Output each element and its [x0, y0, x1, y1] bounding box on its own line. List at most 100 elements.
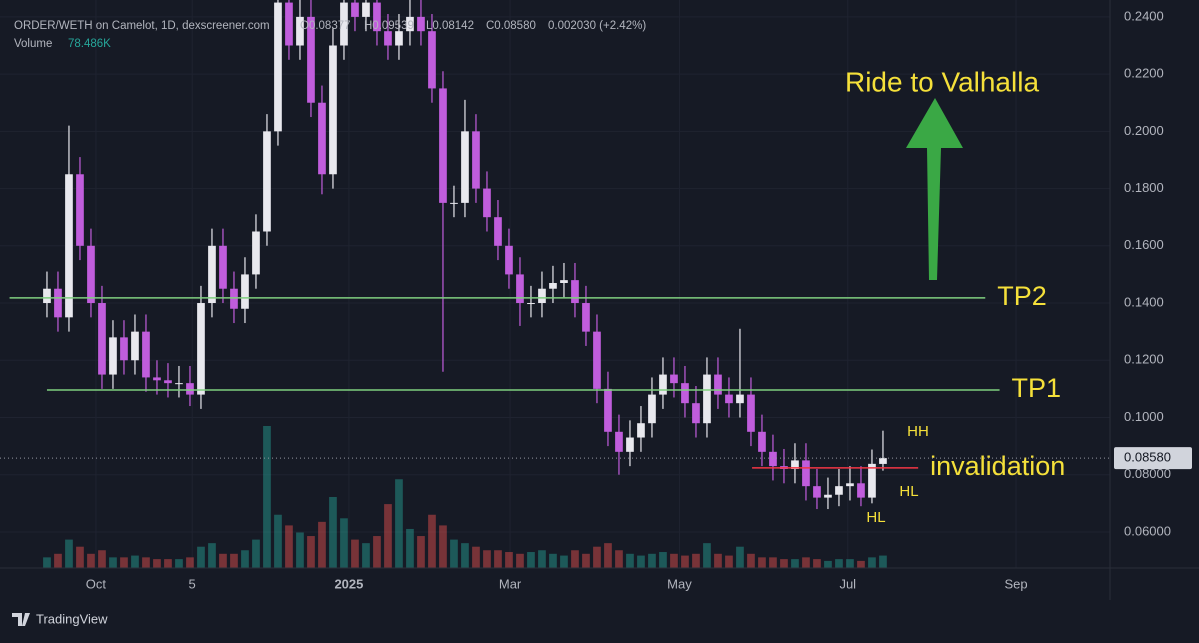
- volume-bar: [703, 543, 711, 568]
- candle-body: [648, 394, 656, 424]
- candle-body: [329, 45, 337, 175]
- volume-bar: [604, 543, 612, 568]
- candle-body: [703, 374, 711, 424]
- volume-bar: [747, 553, 755, 568]
- candle-body: [824, 494, 832, 498]
- x-tick-label: Oct: [86, 576, 107, 591]
- volume-bar: [549, 553, 557, 568]
- candle-body: [868, 463, 876, 498]
- level-label: TP2: [997, 281, 1047, 311]
- candle-body: [395, 31, 403, 46]
- candle-body: [307, 16, 315, 103]
- candle-body: [791, 460, 799, 469]
- volume-bar: [219, 553, 227, 568]
- x-tick-label: Mar: [499, 576, 522, 591]
- candle-body: [659, 374, 667, 395]
- candle-body: [417, 16, 425, 32]
- level-label: invalidation: [930, 451, 1065, 481]
- volume-bar: [43, 557, 51, 568]
- candle-body: [340, 2, 348, 46]
- volume-bar: [362, 543, 370, 568]
- candle-body: [626, 437, 634, 452]
- candle-body: [175, 383, 183, 385]
- last-price-box: [1114, 447, 1192, 470]
- candle-body: [384, 31, 392, 46]
- candle-body: [219, 245, 227, 289]
- ohlc-high: H0.09539: [364, 20, 414, 32]
- volume-bar: [307, 536, 315, 568]
- candle-body: [186, 383, 194, 395]
- candle-body: [252, 231, 260, 275]
- volume-bar: [175, 559, 183, 568]
- volume-bar: [571, 550, 579, 568]
- volume-bar: [186, 557, 194, 568]
- volume-bar: [263, 426, 271, 568]
- volume-bar: [725, 555, 733, 568]
- volume-bar: [824, 560, 832, 568]
- note: Ride to Valhalla: [845, 66, 1039, 97]
- volume-bar: [659, 552, 667, 568]
- candle-body: [725, 394, 733, 404]
- candle-body: [65, 174, 73, 318]
- candle-body: [538, 288, 546, 304]
- volume-bar: [395, 479, 403, 568]
- volume-bar: [197, 546, 205, 568]
- symbol: ORDER/WETH on Camelot, 1D, dexscreener.c…: [14, 20, 270, 32]
- y-tick-label: 0.1200: [1124, 352, 1164, 367]
- volume-bar: [428, 514, 436, 568]
- volume-bar: [494, 550, 502, 568]
- ohlc-close: C0.08580: [486, 20, 536, 32]
- volume-bar: [98, 550, 106, 568]
- volume-bar: [318, 521, 326, 568]
- candle-body: [747, 394, 755, 432]
- candle-body: [549, 282, 557, 289]
- volume-bar: [593, 546, 601, 568]
- candle-body: [637, 423, 645, 438]
- candle-body: [461, 131, 469, 203]
- candle-body: [472, 131, 480, 189]
- candle-body: [505, 245, 513, 275]
- level-label: TP1: [1012, 373, 1062, 403]
- y-tick-label: 0.1000: [1124, 409, 1164, 424]
- axes: 0.06000 0.08000 0.1000 0.1200 0.1400 0.1600 0.…: [86, 8, 1192, 591]
- volume-bar: [120, 557, 128, 568]
- candle-body: [153, 377, 161, 381]
- candle-body: [230, 288, 238, 309]
- volume-bar: [835, 559, 843, 568]
- candle-body: [769, 451, 777, 467]
- candle-body: [615, 431, 623, 452]
- candle-body: [197, 303, 205, 395]
- volume-bar: [54, 553, 62, 568]
- y-tick-label: 0.2000: [1124, 123, 1164, 138]
- candle-body: [835, 486, 843, 495]
- candle-body: [527, 303, 535, 305]
- candle-body: [296, 16, 304, 46]
- candle-body: [164, 380, 172, 384]
- volume-bar: [241, 550, 249, 568]
- volume-bar: [131, 555, 139, 568]
- candle-body: [208, 245, 216, 304]
- volume-bar: [384, 504, 392, 568]
- candle-body: [758, 431, 766, 452]
- volume-bar: [65, 539, 73, 568]
- volume-bar: [670, 553, 678, 568]
- arrow: [906, 98, 963, 280]
- candle-body: [351, 2, 359, 17]
- candle-body: [494, 217, 502, 246]
- volume-bar: [461, 543, 469, 568]
- annotation-layer: TP2 TP1 invalidation: [0, 281, 1110, 481]
- volume-bar: [692, 553, 700, 568]
- volume-bar: [527, 552, 535, 568]
- candle-body: [120, 337, 128, 361]
- volume-bar: [626, 553, 634, 568]
- volume-bar: [296, 532, 304, 568]
- y-tick-label: 0.1600: [1124, 237, 1164, 252]
- candle-body: [439, 88, 447, 203]
- volume-bar: [153, 559, 161, 568]
- grid: [0, 0, 1110, 568]
- volume-bar: [505, 552, 513, 568]
- volume-bar: [769, 557, 777, 568]
- volume-bar: [615, 550, 623, 568]
- change: 0.002030 (+2.42%): [548, 20, 646, 32]
